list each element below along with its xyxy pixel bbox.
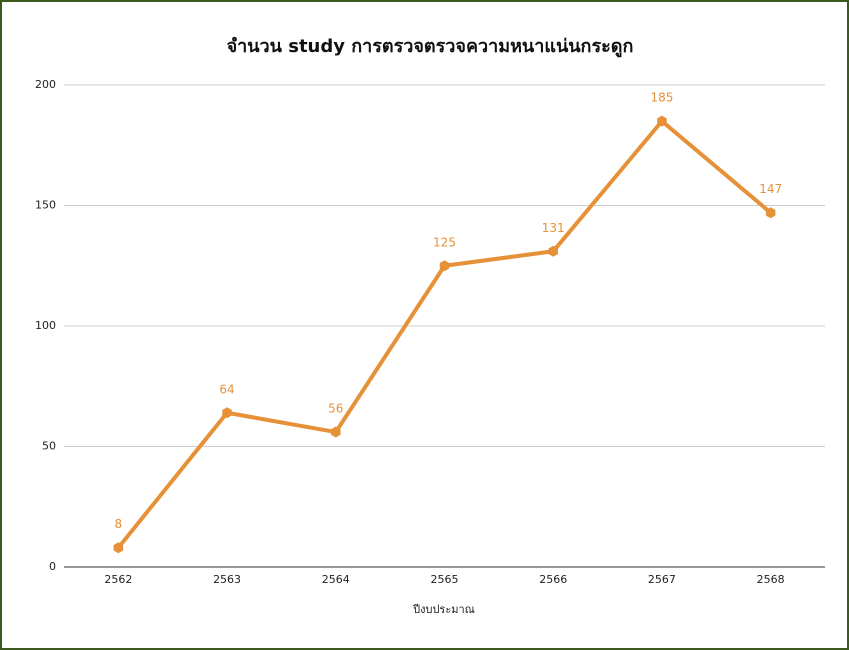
point xyxy=(548,245,558,257)
point xyxy=(222,407,232,419)
y-tick-label: 100 xyxy=(35,319,56,332)
data-label: 56 xyxy=(328,402,343,416)
y-tick-label: 50 xyxy=(42,440,56,453)
x-tick-label: 2562 xyxy=(104,573,132,586)
data-label: 125 xyxy=(433,235,456,249)
x-tick-label: 2566 xyxy=(539,573,567,586)
data-label: 64 xyxy=(219,382,234,396)
y-tick-label: 150 xyxy=(35,199,56,212)
chart-title: จำนวน study การตรวจตรวจความหนาแน่นกระดูก xyxy=(227,36,634,58)
x-tick-label: 2565 xyxy=(431,573,459,586)
y-tick-label: 0 xyxy=(49,560,56,573)
data-label: 131 xyxy=(542,221,565,235)
point xyxy=(331,426,341,438)
x-tick-label: 2564 xyxy=(322,573,350,586)
y-tick-label: 200 xyxy=(35,78,56,91)
x-tick-label: 2567 xyxy=(648,573,676,586)
x-tick-label: 2563 xyxy=(213,573,241,586)
point xyxy=(113,542,124,554)
data-label: 185 xyxy=(650,91,673,105)
point xyxy=(765,207,776,219)
data-label: 8 xyxy=(115,517,123,531)
x-tick-label: 2568 xyxy=(757,573,785,586)
point xyxy=(657,115,667,127)
x-axis-label: ปีงบประมาณ xyxy=(412,603,475,616)
data-label: 147 xyxy=(759,182,782,196)
point xyxy=(439,260,450,272)
